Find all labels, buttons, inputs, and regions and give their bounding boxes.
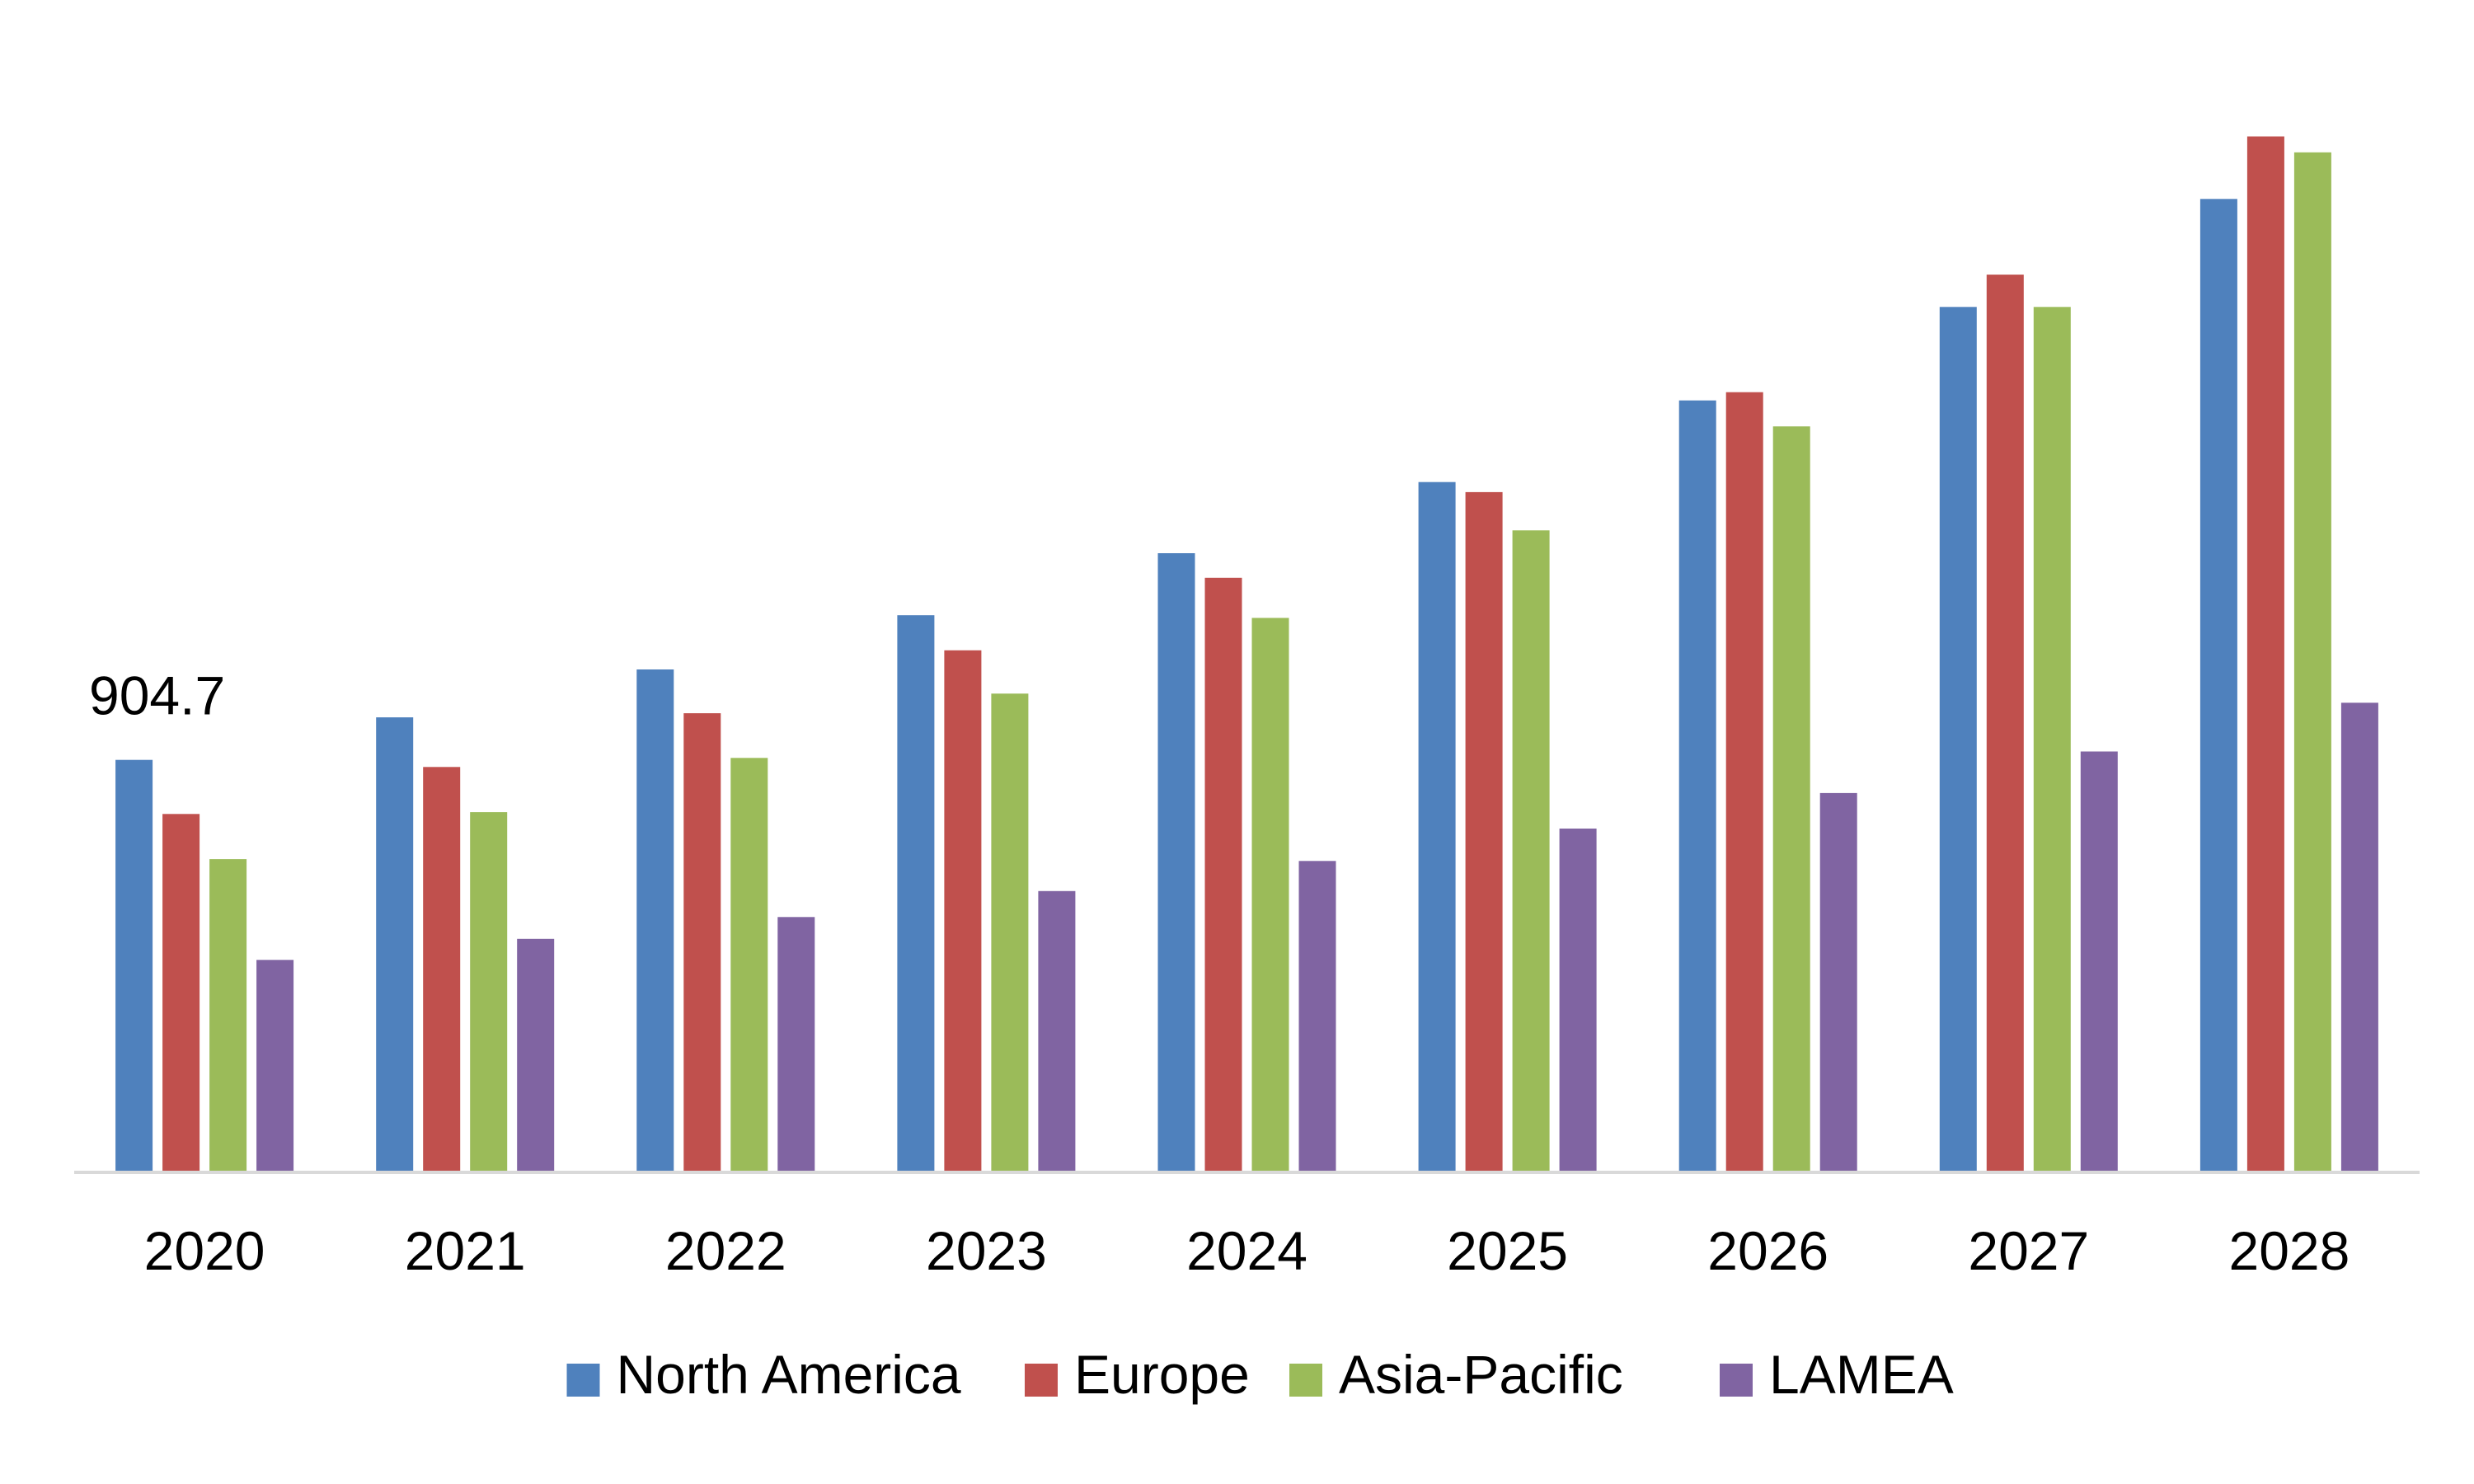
bar-lamea-2020	[256, 960, 294, 1172]
bar-group	[115, 136, 2378, 1173]
bar-europe-2022	[683, 713, 721, 1172]
legend-swatch-lamea	[1720, 1364, 1753, 1397]
legend-label-europe: Europe	[1074, 1344, 1250, 1405]
bar-europe-2023	[944, 650, 982, 1172]
bar-north-america-2025	[1418, 481, 1456, 1172]
bar-asia-pacific-2021	[470, 812, 508, 1172]
x-tick-label-2026: 2026	[1707, 1220, 1829, 1281]
bar-north-america-2027	[1939, 307, 1977, 1172]
x-tick-labels: 2020 2021 2022 2023 2024 2025 2026 2027 2028	[144, 1220, 2350, 1281]
bar-lamea-2027	[2080, 751, 2118, 1172]
bar-lamea-2028	[2340, 702, 2378, 1172]
bar-lamea-2022	[777, 917, 815, 1172]
bar-asia-pacific-2023	[991, 693, 1029, 1172]
data-labels: 904.7	[89, 665, 225, 726]
bar-europe-2026	[1725, 392, 1763, 1172]
bar-asia-pacific-2027	[2033, 307, 2071, 1172]
bar-asia-pacific-2028	[2293, 152, 2331, 1172]
bar-asia-pacific-2022	[730, 758, 768, 1172]
x-tick-label-2028: 2028	[2228, 1220, 2350, 1281]
data-label-2020: 904.7	[89, 665, 225, 726]
bar-asia-pacific-2020	[209, 859, 247, 1172]
x-tick-label-2020: 2020	[144, 1220, 265, 1281]
bar-europe-2025	[1465, 491, 1503, 1172]
bar-lamea-2024	[1298, 861, 1336, 1172]
bar-europe-2020	[162, 814, 200, 1172]
bar-asia-pacific-2024	[1251, 618, 1289, 1172]
x-tick-label-2025: 2025	[1447, 1220, 1568, 1281]
legend-swatch-asia-pacific	[1289, 1364, 1322, 1397]
legend-label-lamea: LAMEA	[1769, 1344, 1954, 1405]
bar-north-america-2023	[897, 615, 935, 1172]
x-tick-label-2021: 2021	[405, 1220, 526, 1281]
x-tick-label-2027: 2027	[1968, 1220, 2089, 1281]
legend-label-north-america: North America	[617, 1344, 961, 1405]
bar-lamea-2025	[1559, 829, 1597, 1172]
bar-europe-2027	[1986, 275, 2024, 1173]
bar-north-america-2021	[376, 717, 414, 1172]
legend-swatch-north-america	[566, 1364, 600, 1397]
x-tick-label-2024: 2024	[1186, 1220, 1307, 1281]
legend: North America Europe Asia-Pacific LAMEA	[566, 1344, 1954, 1405]
bar-north-america-2024	[1157, 553, 1195, 1172]
bar-europe-2028	[2246, 136, 2284, 1172]
bar-north-america-2026	[1678, 400, 1716, 1172]
bar-asia-pacific-2025	[1512, 530, 1550, 1172]
legend-swatch-europe	[1025, 1364, 1058, 1397]
legend-label-asia-pacific: Asia-Pacific	[1339, 1344, 1623, 1405]
bar-north-america-2020	[115, 759, 153, 1172]
bar-europe-2021	[423, 767, 461, 1172]
bar-asia-pacific-2026	[1772, 426, 1810, 1172]
bar-europe-2024	[1204, 577, 1242, 1172]
x-tick-label-2023: 2023	[926, 1220, 1047, 1281]
bar-lamea-2023	[1038, 890, 1076, 1172]
bar-north-america-2022	[636, 669, 674, 1172]
bar-north-america-2028	[2199, 199, 2237, 1172]
bar-lamea-2021	[517, 938, 555, 1172]
bar-lamea-2026	[1819, 792, 1857, 1172]
x-tick-label-2022: 2022	[665, 1220, 786, 1281]
